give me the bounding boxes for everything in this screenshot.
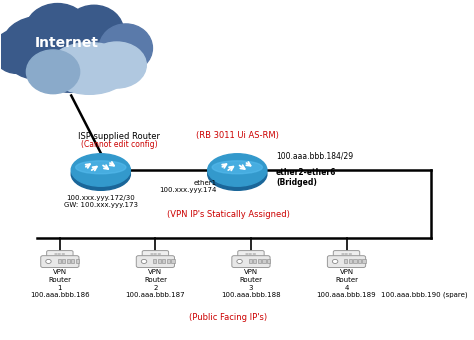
FancyBboxPatch shape [46,251,73,259]
FancyBboxPatch shape [232,256,270,268]
Text: (VPN IP's Statically Assigned): (VPN IP's Statically Assigned) [167,210,290,219]
Text: ===: === [340,252,353,257]
Text: VPN
Router
1: VPN Router 1 [48,269,72,291]
Ellipse shape [208,154,267,186]
FancyBboxPatch shape [67,259,70,263]
Ellipse shape [71,158,130,190]
Ellipse shape [1,16,78,80]
Ellipse shape [212,161,263,174]
Ellipse shape [48,42,131,94]
FancyBboxPatch shape [171,259,174,263]
FancyBboxPatch shape [353,259,356,263]
FancyBboxPatch shape [162,259,165,263]
Text: 100.aaa.bbb.184/29: 100.aaa.bbb.184/29 [276,152,353,161]
Ellipse shape [208,158,267,190]
FancyBboxPatch shape [76,259,79,263]
Text: 100.xxx.yyy.174: 100.xxx.yyy.174 [159,187,217,193]
FancyBboxPatch shape [267,259,270,263]
Text: 100.aaa.bbb.188: 100.aaa.bbb.188 [221,292,281,298]
FancyBboxPatch shape [249,259,252,263]
FancyBboxPatch shape [363,259,365,263]
Text: 100.aaa.bbb.186: 100.aaa.bbb.186 [30,292,90,298]
Ellipse shape [76,161,126,174]
FancyBboxPatch shape [238,251,264,259]
Text: VPN
Router
3: VPN Router 3 [239,269,263,291]
FancyBboxPatch shape [344,259,347,263]
FancyBboxPatch shape [262,259,265,263]
Ellipse shape [25,3,90,59]
Ellipse shape [0,30,40,73]
FancyBboxPatch shape [167,259,170,263]
Ellipse shape [99,24,153,72]
Ellipse shape [87,42,146,88]
Text: 100.aaa.bbb.189: 100.aaa.bbb.189 [317,292,376,298]
FancyBboxPatch shape [349,259,352,263]
FancyBboxPatch shape [62,259,65,263]
FancyBboxPatch shape [253,259,256,263]
Circle shape [46,259,51,264]
Text: ether1: ether1 [194,180,217,186]
Ellipse shape [21,17,121,92]
Text: ===: === [245,252,257,257]
Text: ether2-ether6
(Bridged): ether2-ether6 (Bridged) [276,168,337,187]
Text: (RB 3011 Ui AS-RM): (RB 3011 Ui AS-RM) [196,131,279,140]
Circle shape [141,259,147,264]
Ellipse shape [64,5,124,57]
Text: Internet: Internet [35,36,99,50]
Ellipse shape [27,50,80,94]
Ellipse shape [71,154,130,186]
Text: 100.aaa.bbb.187: 100.aaa.bbb.187 [126,292,185,298]
Text: (Public Facing IP's): (Public Facing IP's) [189,313,267,322]
Text: ===: === [54,252,66,257]
FancyBboxPatch shape [71,259,74,263]
FancyBboxPatch shape [41,256,79,268]
FancyBboxPatch shape [57,259,61,263]
FancyBboxPatch shape [158,259,161,263]
Text: 100.xxx.yyy.172/30
GW: 100.xxx.yyy.173: 100.xxx.yyy.172/30 GW: 100.xxx.yyy.173 [64,195,138,208]
FancyBboxPatch shape [142,251,169,259]
Ellipse shape [68,23,138,80]
FancyBboxPatch shape [333,251,360,259]
Text: VPN
Router
2: VPN Router 2 [144,269,167,291]
FancyBboxPatch shape [358,259,361,263]
FancyBboxPatch shape [328,256,365,268]
FancyBboxPatch shape [137,256,174,268]
Text: VPN
Router
4: VPN Router 4 [335,269,358,291]
FancyBboxPatch shape [258,259,261,263]
Text: ===: === [149,252,162,257]
Text: ISP supplied Router: ISP supplied Router [78,132,160,141]
FancyBboxPatch shape [153,259,156,263]
Text: (Cannot edit config): (Cannot edit config) [81,140,157,149]
Circle shape [237,259,242,264]
Circle shape [332,259,338,264]
Text: 100.aaa.bbb.190 (spare): 100.aaa.bbb.190 (spare) [381,292,467,299]
